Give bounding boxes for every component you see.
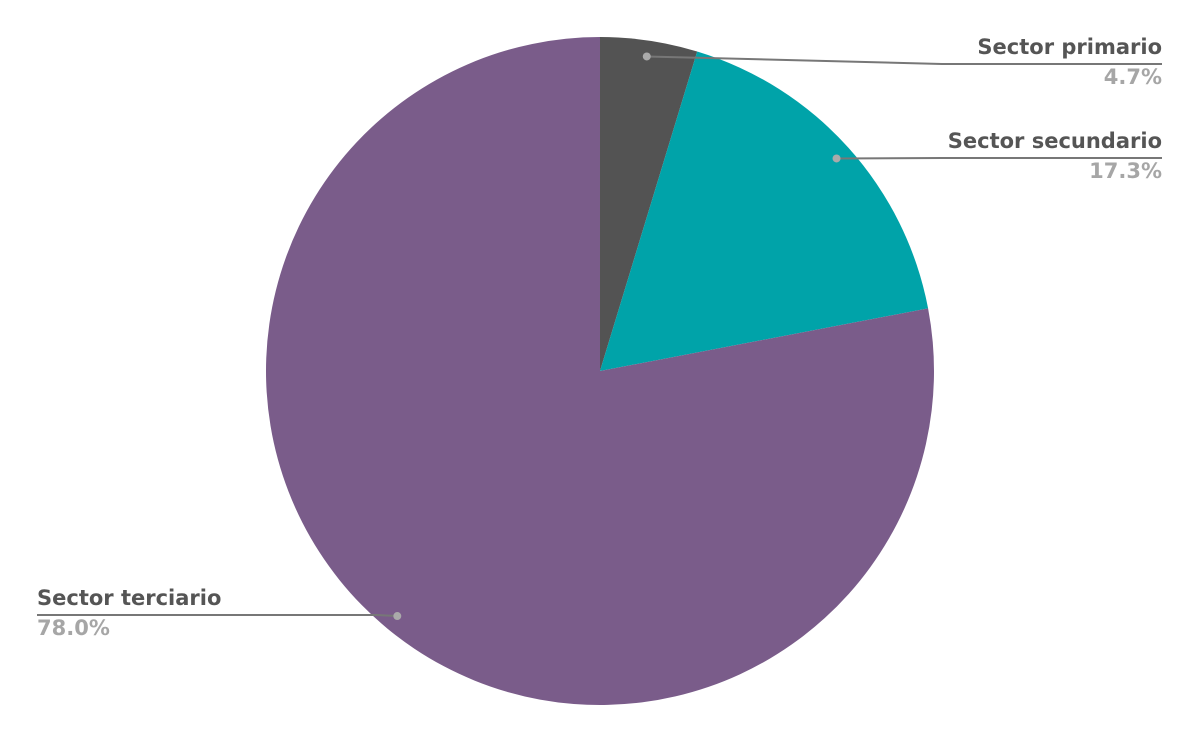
leader-dot — [393, 612, 402, 621]
slice-value: 78.0% — [37, 616, 110, 640]
slice-value: 4.7% — [1104, 65, 1162, 89]
leader-dot — [642, 52, 651, 61]
pie-slice — [266, 37, 934, 705]
slice-value: 17.3% — [1089, 159, 1162, 183]
slice-label: Sector secundario — [948, 129, 1162, 153]
slice-label: Sector primario — [977, 35, 1162, 59]
slice-label: Sector terciario — [37, 586, 221, 610]
pie-slice — [600, 51, 929, 371]
leader-line — [646, 55, 1162, 65]
pie-slice — [600, 37, 698, 371]
leader-dot — [832, 154, 841, 163]
leader-line — [37, 614, 398, 618]
